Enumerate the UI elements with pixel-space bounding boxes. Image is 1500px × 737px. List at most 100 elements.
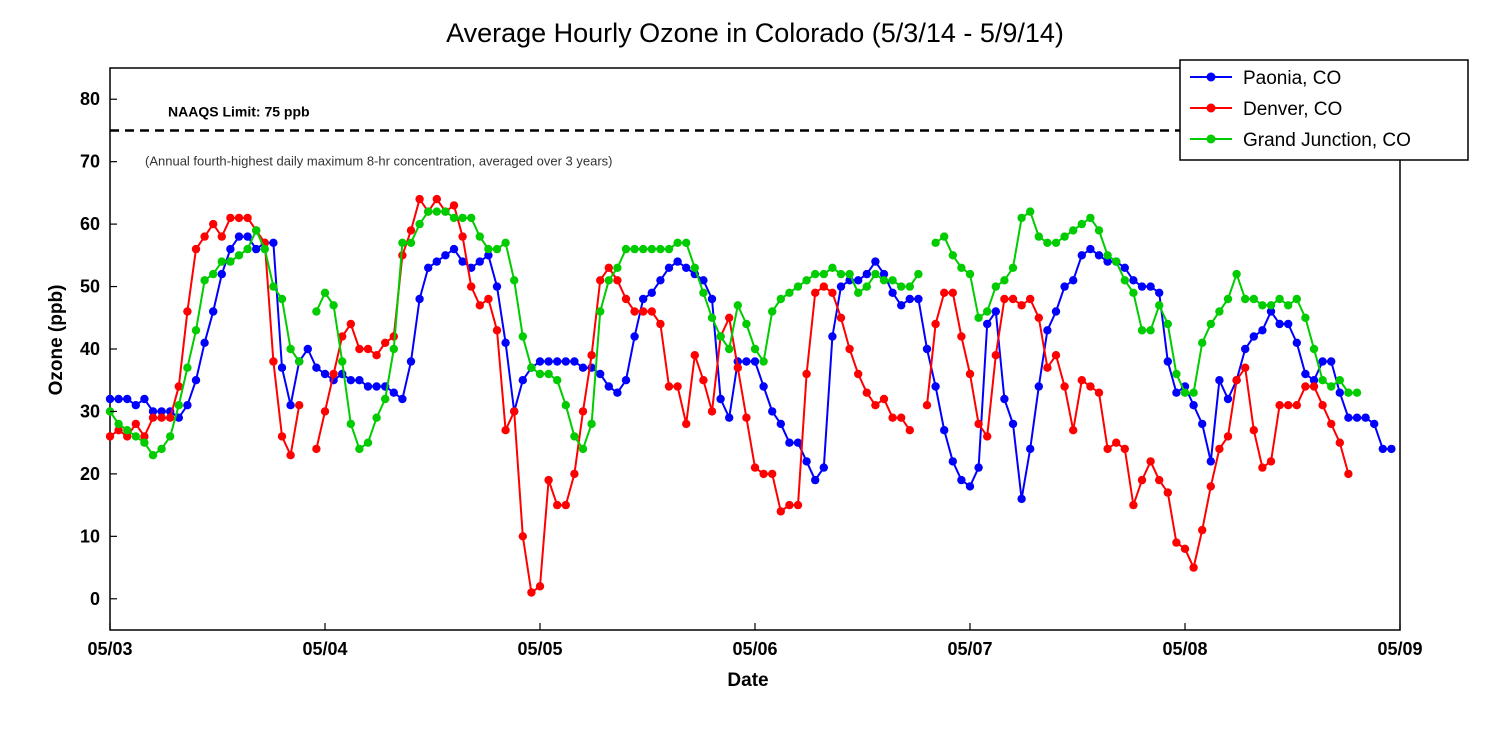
data-point xyxy=(1026,207,1035,216)
data-point xyxy=(252,226,261,235)
data-point xyxy=(1241,344,1250,354)
data-point xyxy=(131,419,140,429)
data-point xyxy=(372,382,381,391)
data-point xyxy=(286,401,295,410)
data-point xyxy=(226,213,235,223)
data-point xyxy=(1008,263,1018,272)
data-point xyxy=(578,407,588,416)
data-point xyxy=(1060,282,1069,291)
data-point xyxy=(277,363,287,372)
data-point xyxy=(1086,213,1095,223)
data-point xyxy=(699,288,708,297)
data-point xyxy=(1275,319,1284,329)
data-point xyxy=(621,294,631,304)
data-point xyxy=(131,401,140,410)
data-point xyxy=(1352,388,1362,397)
data-point xyxy=(725,413,734,422)
data-point xyxy=(200,232,209,241)
data-point xyxy=(1094,251,1104,260)
legend-label: Denver, CO xyxy=(1243,99,1342,120)
data-point xyxy=(123,432,132,441)
data-point xyxy=(415,194,424,204)
data-point xyxy=(983,319,992,329)
data-point xyxy=(1163,319,1173,329)
data-point xyxy=(467,282,476,291)
data-point xyxy=(707,294,717,304)
data-point xyxy=(166,413,175,422)
data-point xyxy=(836,282,846,291)
data-point xyxy=(372,413,381,422)
data-point xyxy=(226,244,235,254)
data-point xyxy=(630,244,639,254)
data-point xyxy=(183,363,192,372)
data-point xyxy=(105,394,115,404)
data-point xyxy=(535,582,545,591)
data-point xyxy=(441,207,450,216)
data-point xyxy=(1249,332,1259,341)
data-point xyxy=(1060,232,1069,241)
data-point xyxy=(114,394,123,404)
data-point xyxy=(1215,307,1224,316)
data-point xyxy=(1215,376,1224,385)
data-point xyxy=(295,357,304,366)
data-point xyxy=(1120,444,1130,454)
data-point xyxy=(596,307,605,316)
data-point xyxy=(346,419,355,429)
data-point xyxy=(191,376,201,385)
data-point xyxy=(639,294,648,304)
data-point xyxy=(157,444,166,454)
data-point xyxy=(1017,213,1026,223)
data-point xyxy=(1137,475,1147,485)
data-point xyxy=(940,426,949,435)
data-point xyxy=(1284,319,1293,329)
data-point xyxy=(570,469,579,479)
data-point xyxy=(1249,294,1259,304)
data-point xyxy=(983,307,992,316)
data-point xyxy=(613,263,622,272)
x-tick-label: 05/06 xyxy=(732,639,777,659)
data-point xyxy=(819,269,828,279)
data-point xyxy=(1223,394,1233,404)
data-point xyxy=(707,407,717,416)
data-point xyxy=(888,276,897,285)
data-point xyxy=(1051,307,1061,316)
data-point xyxy=(1034,313,1044,322)
data-point xyxy=(346,376,355,385)
data-point xyxy=(604,382,613,391)
data-point xyxy=(1000,294,1009,304)
data-point xyxy=(381,394,390,404)
data-point xyxy=(785,500,794,510)
data-point xyxy=(819,463,828,472)
y-tick-label: 0 xyxy=(90,589,100,609)
data-point xyxy=(905,426,914,435)
series-layer xyxy=(105,194,1396,597)
data-point xyxy=(1284,301,1293,310)
data-point xyxy=(1327,419,1336,429)
data-point xyxy=(776,507,785,516)
data-point xyxy=(862,282,871,291)
data-point xyxy=(630,307,639,316)
data-point xyxy=(501,338,510,347)
data-point xyxy=(527,588,536,597)
data-point xyxy=(209,219,218,229)
data-point xyxy=(449,213,459,223)
data-point xyxy=(217,257,226,266)
data-point xyxy=(209,307,218,316)
data-point xyxy=(501,426,510,435)
data-point xyxy=(768,407,777,416)
data-point xyxy=(234,251,244,260)
data-point xyxy=(269,282,278,291)
data-point xyxy=(750,344,760,354)
data-point xyxy=(363,438,373,447)
data-point xyxy=(191,244,201,254)
data-point xyxy=(1241,294,1250,304)
data-point xyxy=(140,432,149,441)
data-point xyxy=(1215,444,1224,454)
data-point xyxy=(1189,388,1198,397)
data-point xyxy=(647,288,656,297)
data-point xyxy=(819,282,828,291)
data-point xyxy=(183,307,192,316)
data-point xyxy=(587,419,596,429)
data-point xyxy=(458,257,467,266)
data-point xyxy=(217,269,226,279)
